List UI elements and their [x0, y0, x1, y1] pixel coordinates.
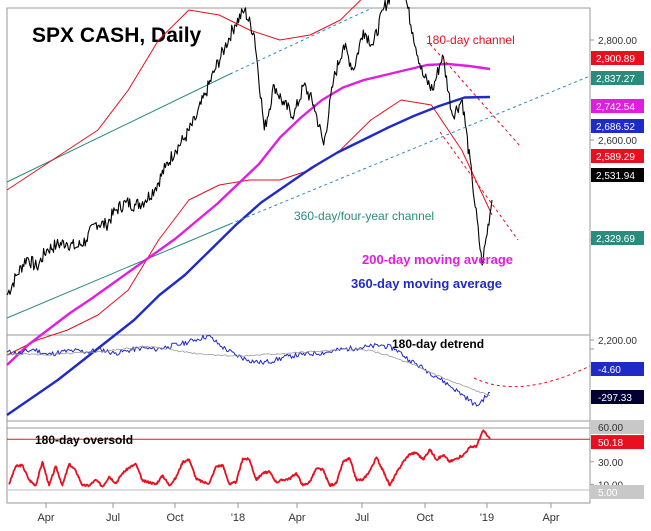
price-label-text: 2,589.29 [596, 152, 635, 163]
x-axis-ticks: Apr Jul Oct '18 Apr Jul Oct '19 Apr [37, 503, 560, 524]
price-label-box [591, 51, 644, 65]
annotation-200-day-moving-average: 200-day moving average [362, 252, 513, 267]
channel-360-lower [6, 223, 231, 319]
detrend-line [6, 334, 591, 407]
ma-360-day-line [6, 95, 491, 416]
projection-360-lower [229, 75, 591, 225]
price-label-text: 2,329.69 [596, 234, 635, 245]
channel-180-upper [6, 0, 362, 191]
price-label-box [591, 168, 644, 182]
channel-projection-lines [229, 7, 591, 241]
oscillator-label-text: 50.18 [598, 438, 623, 449]
annotation-360-day-moving-average: 360-day moving average [351, 276, 502, 291]
price-label-box [591, 149, 644, 163]
spx-price-line [6, 0, 493, 296]
x-tick-label: '18 [231, 512, 245, 524]
price-label-text: 2,531.94 [596, 171, 635, 182]
projection-360-upper [229, 7, 373, 75]
annotation-360-day-four-year-channel: 360-day/four-year channel [294, 209, 434, 223]
x-tick-label: Apr [288, 512, 305, 524]
price-label-text: 2,837.27 [596, 74, 635, 85]
oscillator-label-box [591, 435, 644, 450]
detrend-label-text: -4.60 [598, 365, 621, 376]
detrend-label-text: -297.33 [598, 393, 632, 404]
x-tick-label: Jul [355, 512, 369, 524]
price-label-boxes: 2,900.89 2,837.27 2,742.54 2,686.52 2,589.29… [591, 51, 644, 245]
detrend-label-boxes: -4.60 -297.33 [590, 348, 644, 404]
price-tick-label: 2,200.00 [598, 336, 637, 347]
channel-180-lower [6, 99, 493, 356]
spx-price-path [6, 0, 493, 296]
ma-200-day-path [6, 62, 491, 366]
x-tick-label: Oct [416, 512, 433, 524]
oscillator-label-box [591, 420, 644, 434]
ma-360-day-path [6, 95, 491, 416]
price-label-box [591, 119, 644, 133]
price-tick-label: 2,600.00 [598, 136, 637, 147]
price-label-text: 2,742.54 [596, 102, 635, 113]
x-tick-label: Apr [542, 512, 559, 524]
oscillator-label-text: 30.00 [598, 458, 623, 469]
x-tick-label: '19 [480, 512, 494, 524]
x-tick-label: Jul [106, 512, 120, 524]
annotation-180-day-channel: 180-day channel [426, 33, 515, 47]
price-label-text: 2,686.52 [596, 122, 635, 133]
oscillator-label-box [591, 485, 644, 499]
x-tick-label: Apr [37, 512, 54, 524]
chart-title: SPX CASH, Daily [32, 24, 202, 47]
oscillator-label-text: 60.00 [598, 423, 623, 434]
projection-180-lower [439, 131, 519, 241]
projection-180-upper [429, 43, 521, 147]
x-tick-label: Oct [166, 512, 183, 524]
price-label-box [591, 71, 644, 85]
detrend-smooth-path [7, 345, 491, 397]
oscillator-path [8, 429, 491, 488]
detrend-projection [473, 365, 591, 388]
annotation-180-day-detrend: 180-day detrend [392, 337, 484, 351]
price-label-box [591, 99, 644, 113]
detrend-label-box [591, 362, 644, 376]
price-label-box [591, 231, 644, 245]
oscillator-label-text: 5.00 [598, 488, 618, 499]
annotation-180-day-oversold: 180-day oversold [35, 433, 133, 447]
oscillator-line [7, 427, 590, 491]
channel-360-upper [6, 73, 231, 183]
price-tick-label: 2,800.00 [598, 36, 637, 47]
detrend-label-box [591, 390, 644, 404]
channel-180-day [6, 0, 493, 356]
ma-200-day-line [6, 62, 491, 366]
channel-360-day [6, 73, 231, 319]
price-label-text: 2,900.89 [596, 54, 635, 65]
